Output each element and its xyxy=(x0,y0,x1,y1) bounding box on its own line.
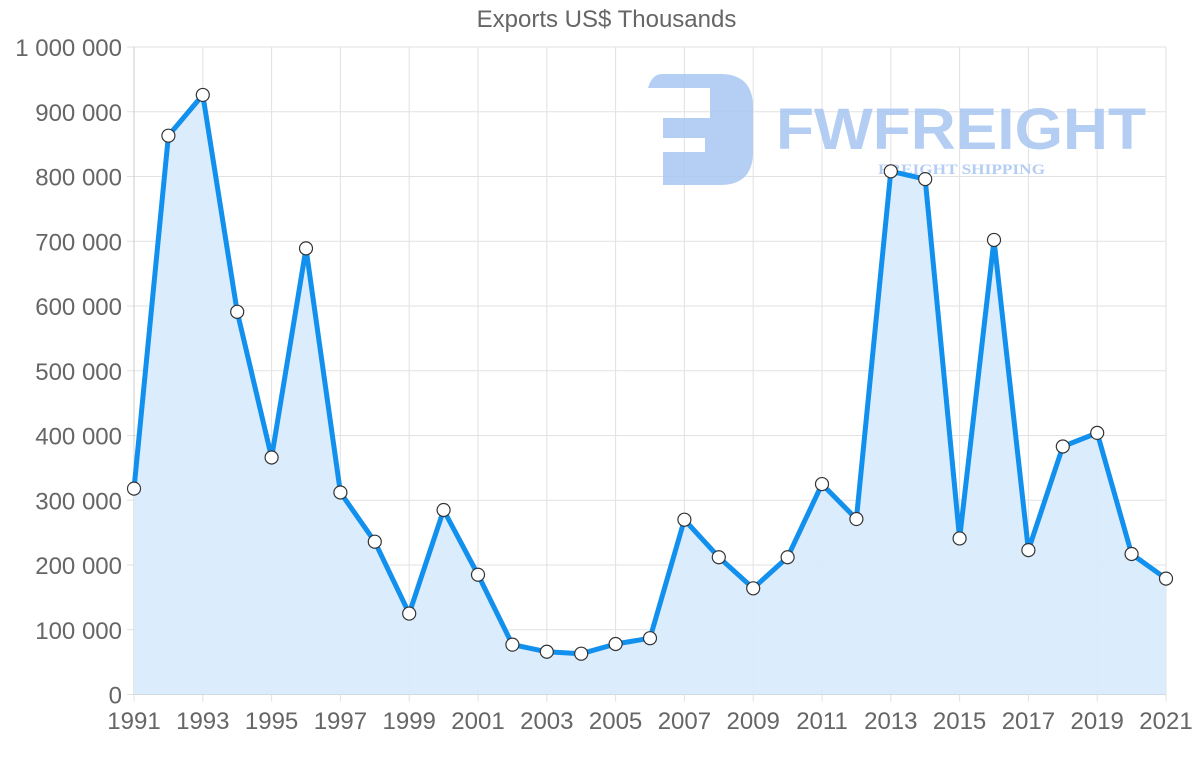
x-tick-label: 2007 xyxy=(658,708,711,735)
x-tick-label: 1991 xyxy=(107,708,160,735)
data-point-2015[interactable]: 2015: 241000 xyxy=(952,531,967,546)
data-point-2013[interactable]: 2013: 808000 xyxy=(883,164,898,179)
watermark: FWFREIGHT FREIGHT SHIPPING xyxy=(648,74,1146,185)
y-tick-label: 1 000 000 xyxy=(15,35,122,62)
data-point-1996[interactable]: 1996: 689000 xyxy=(298,241,314,256)
data-point-2021[interactable]: 2021: 179000 xyxy=(1158,571,1174,586)
data-point-2003[interactable]: 2003: 66000 xyxy=(539,644,554,659)
data-point-2018[interactable]: 2018: 383000 xyxy=(1055,439,1070,454)
y-tick-label: 700 000 xyxy=(35,229,122,256)
data-point-1998[interactable]: 1998: 236000 xyxy=(367,534,382,549)
y-tick-label: 0 xyxy=(109,683,122,710)
x-tick-label: 1995 xyxy=(245,708,298,735)
x-tick-label: 2013 xyxy=(864,708,917,735)
data-point-2006[interactable]: 2006: 87000 xyxy=(642,631,658,646)
data-point-2002[interactable]: 2002: 77000 xyxy=(505,637,520,652)
data-point-1991[interactable]: 1991: 318000 xyxy=(126,481,142,496)
data-point-2005[interactable]: 2005: 78000 xyxy=(608,636,623,652)
x-tick-label: 2001 xyxy=(451,708,504,735)
data-point-2014[interactable]: 2014: 796000 xyxy=(918,171,933,187)
x-tick-label: 2021 xyxy=(1139,708,1192,735)
x-tick-label: 2009 xyxy=(727,708,780,735)
data-point-2019[interactable]: 2019: 404000 xyxy=(1090,425,1105,441)
y-tick-label: 800 000 xyxy=(35,165,122,192)
y-tick-label: 600 000 xyxy=(35,294,122,321)
data-point-2001[interactable]: 2001: 185000 xyxy=(470,567,486,582)
data-point-2020[interactable]: 2020: 217000 xyxy=(1124,546,1139,562)
x-tick-label: 2005 xyxy=(589,708,642,735)
x-axis-labels: 1991 1993 1995 1997 1999 2001 2003 2005 2007 2009… xyxy=(107,708,1192,735)
area-fill-path xyxy=(134,94,1166,695)
x-tick-label: 1997 xyxy=(314,708,367,735)
data-point-2008[interactable]: 2008: 212000 xyxy=(711,550,726,565)
data-point-2004[interactable]: 2004: 63000 xyxy=(574,646,589,661)
y-tick-label: 300 000 xyxy=(35,488,122,515)
data-point-1992[interactable]: 1992: 863000 xyxy=(161,128,176,143)
fwfreight-logo-icon xyxy=(648,74,753,185)
watermark-tagline-text: FREIGHT SHIPPING xyxy=(878,162,1045,178)
data-point-2011[interactable]: 2011: 325000 xyxy=(814,476,830,492)
data-point-1999[interactable]: 1999: 125000 xyxy=(402,606,417,621)
x-tick-label: 1999 xyxy=(383,708,436,735)
y-tick-label: 500 000 xyxy=(35,359,122,386)
y-tick-label: 400 000 xyxy=(35,424,122,451)
x-tick-label: 1993 xyxy=(176,708,229,735)
data-point-2007[interactable]: 2007: 270000 xyxy=(677,512,692,527)
chart-title: Exports US$ Thousands xyxy=(476,6,737,33)
data-point-2012[interactable]: 2012: 271000 xyxy=(849,511,864,527)
x-tick-label: 2003 xyxy=(520,708,573,735)
area-fill xyxy=(134,94,1166,695)
y-tick-label: 100 000 xyxy=(35,618,122,645)
x-tick-label: 2015 xyxy=(933,708,986,735)
y-tick-label: 900 000 xyxy=(35,100,122,127)
data-point-1993[interactable]: 1993: 926000 xyxy=(195,87,210,103)
watermark-brand-text: FWFREIGHT xyxy=(776,97,1146,162)
data-point-2016[interactable]: 2016: 702000 xyxy=(986,232,1002,248)
x-tick-label: 2019 xyxy=(1071,708,1124,735)
data-point-2010[interactable]: 2010: 212000 xyxy=(780,550,795,565)
data-point-1995[interactable]: 1995: 366000 xyxy=(264,450,279,465)
data-points: 1991: 318000 1992: 863000 1993: 926000 1994… xyxy=(126,87,1174,661)
data-point-1997[interactable]: 1997: 312000 xyxy=(333,485,348,500)
x-tick-label: 2011 xyxy=(796,708,848,735)
y-tick-label: 200 000 xyxy=(35,553,122,580)
data-point-2017[interactable]: 2017: 223000 xyxy=(1021,543,1036,558)
data-point-1994[interactable]: 1994: 591000 xyxy=(230,304,245,319)
x-tick-label: 2017 xyxy=(1002,708,1055,735)
data-point-2009[interactable]: 2009: 164000 xyxy=(746,581,761,596)
y-axis-labels: 0 100 000 200 000 300 000 400 000 500 000 600 … xyxy=(15,35,122,710)
